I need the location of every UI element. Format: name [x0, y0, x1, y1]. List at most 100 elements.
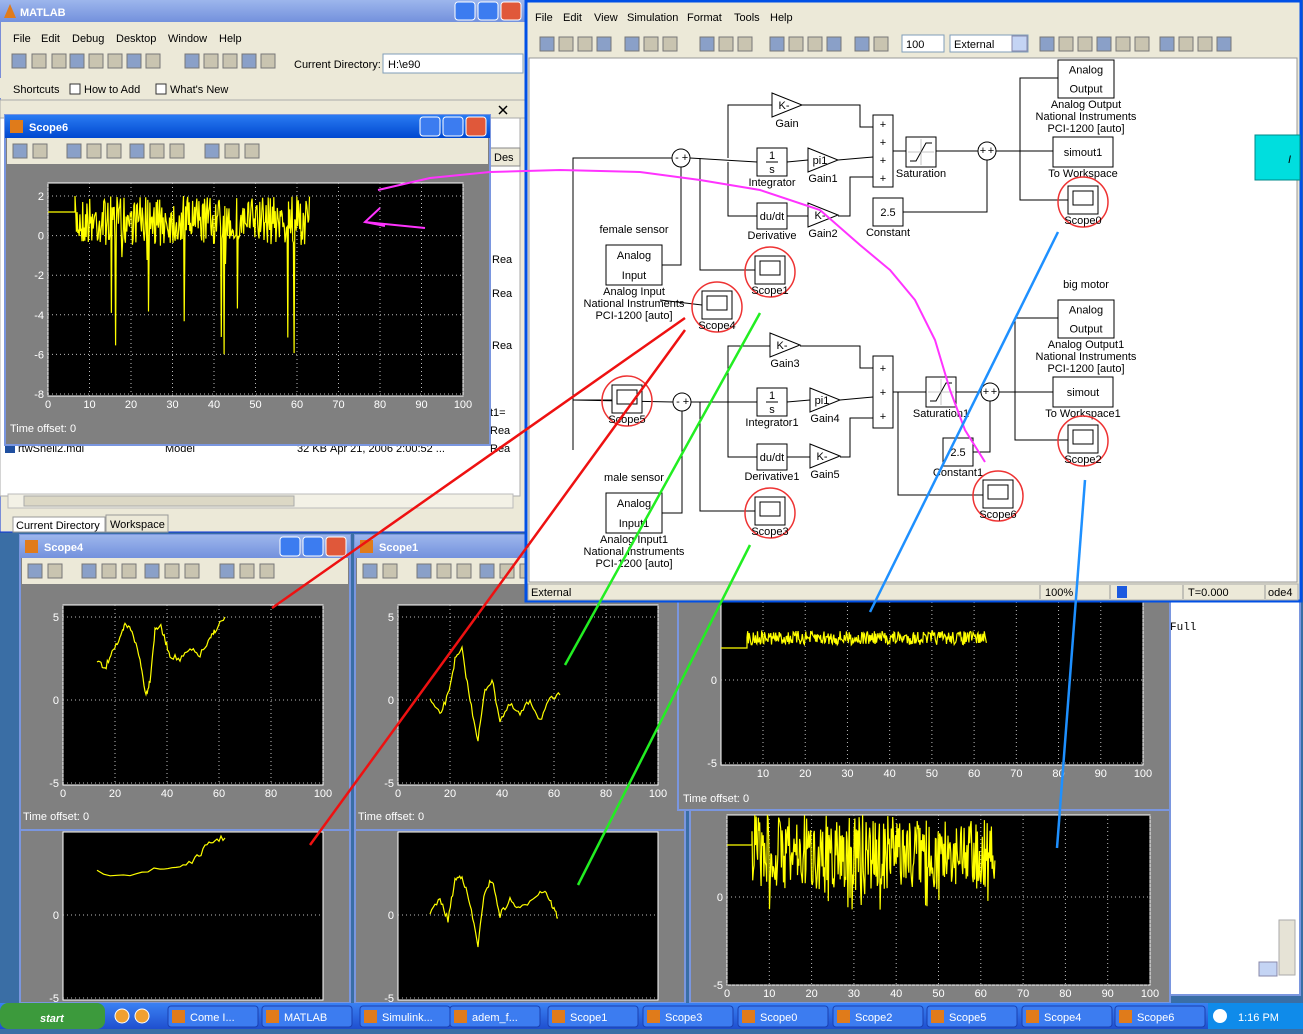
window-button[interactable] — [279, 536, 301, 557]
menu-item[interactable]: Edit — [563, 12, 582, 24]
app-icon — [1119, 1010, 1132, 1023]
taskbar-label[interactable]: MATLAB — [284, 1012, 327, 1024]
time-offset-label: Time offset: — [10, 423, 67, 435]
quick-launch[interactable] — [134, 1008, 150, 1024]
window-button[interactable] — [442, 116, 464, 137]
taskbar-label[interactable]: Scope0 — [760, 1012, 797, 1024]
y-tick-label: -4 — [34, 310, 44, 322]
menu-item[interactable]: Help — [219, 33, 242, 45]
window-button[interactable] — [477, 1, 499, 21]
toolbar-icon — [27, 563, 43, 579]
start-button[interactable] — [0, 1003, 105, 1029]
taskbar-label[interactable]: Come I... — [190, 1012, 235, 1024]
window-button[interactable] — [465, 116, 487, 137]
taskbar-button[interactable] — [261, 1005, 353, 1028]
start-label[interactable]: start — [40, 1013, 65, 1025]
mode[interactable]: External — [954, 39, 994, 51]
block-caption: Scope1 — [751, 285, 788, 297]
block-text: + — [880, 387, 886, 399]
signal-line — [662, 167, 682, 266]
window-button[interactable] — [325, 536, 347, 557]
taskbar-label[interactable]: adem_f... — [472, 1012, 518, 1024]
time-offset-label: Time offset: — [358, 811, 415, 823]
close-icon — [498, 105, 508, 115]
sum-block — [980, 382, 1000, 402]
taskbar-label[interactable]: Scope3 — [665, 1012, 702, 1024]
x-tick-label: 40 — [884, 768, 896, 780]
time-offset-label: Time offset: — [23, 811, 80, 823]
directory-value[interactable]: H:\e90 — [388, 59, 420, 71]
window-button[interactable] — [419, 116, 441, 137]
taskbar-button[interactable] — [1021, 1005, 1113, 1028]
window-button[interactable] — [454, 1, 476, 21]
taskbar-button[interactable] — [449, 1005, 541, 1028]
x-tick-label: 100 — [1134, 768, 1152, 780]
taskbar-button[interactable] — [832, 1005, 924, 1028]
y-tick-label: -5 — [49, 778, 59, 790]
tab-label[interactable]: Workspace — [110, 519, 165, 531]
quick-launch[interactable] — [114, 1008, 130, 1024]
taskbar-button[interactable] — [642, 1005, 734, 1028]
block-text: simout — [1067, 387, 1099, 399]
app-icon — [552, 1010, 565, 1023]
toolbar-icon — [259, 563, 275, 579]
menu-item[interactable]: File — [13, 33, 31, 45]
taskbar-button[interactable] — [167, 1005, 259, 1028]
taskbar-label[interactable]: Scope6 — [1137, 1012, 1174, 1024]
menu-item[interactable]: Debug — [72, 33, 104, 45]
window-button[interactable] — [500, 1, 522, 21]
status-bar — [527, 583, 1299, 601]
cell-text: t1= — [490, 407, 506, 419]
y-tick-label: 0 — [711, 675, 717, 687]
toolbar-icon — [362, 563, 378, 579]
x-tick-label: 0 — [45, 399, 51, 411]
toolbar-icon — [184, 53, 200, 69]
menu-item[interactable]: Simulation — [627, 12, 678, 24]
menu-item[interactable]: Edit — [41, 33, 60, 45]
block-caption: National Instruments — [584, 298, 685, 310]
taskbar-label[interactable]: Simulink... — [382, 1012, 433, 1024]
toolbar-icon — [184, 563, 200, 579]
sum-block — [671, 148, 691, 168]
taskbar-button[interactable] — [737, 1005, 829, 1028]
taskbar-label[interactable]: Scope4 — [1044, 1012, 1081, 1024]
tab-label[interactable]: Current Directory — [16, 520, 100, 532]
shortcut[interactable]: How to Add — [84, 84, 140, 96]
annotation-stroke — [362, 207, 386, 227]
toolbar-icon — [1197, 36, 1213, 52]
stop-time[interactable]: 100 — [906, 39, 924, 51]
taskbar-label[interactable]: Scope1 — [570, 1012, 607, 1024]
menu-item[interactable]: Help — [770, 12, 793, 24]
dropdown-button — [1011, 35, 1028, 52]
app-icon — [454, 1010, 467, 1023]
menu-item[interactable]: Window — [168, 33, 207, 45]
taskbar-button[interactable] — [547, 1005, 639, 1028]
menu-item[interactable]: Format — [687, 12, 722, 24]
menu-item[interactable]: Desktop — [116, 33, 156, 45]
menu-item[interactable]: Tools — [734, 12, 760, 24]
toolbar-icon — [224, 143, 240, 159]
block-caption: Saturation — [896, 168, 946, 180]
highlight-circle — [1057, 415, 1109, 467]
taskbar-label[interactable]: Scope5 — [949, 1012, 986, 1024]
toolbar-icon — [1039, 36, 1055, 52]
menu-item[interactable]: View — [594, 12, 618, 24]
taskbar-button[interactable] — [926, 1005, 1018, 1028]
shortcut-bar — [0, 78, 525, 98]
x-tick-label: 60 — [975, 988, 987, 1000]
app-icon — [1026, 1010, 1039, 1023]
shortcut[interactable]: What's New — [170, 84, 228, 96]
block-caption: Analog Output1 — [1048, 339, 1124, 351]
shortcut[interactable]: Shortcuts — [13, 84, 60, 96]
window-button[interactable] — [302, 536, 324, 557]
taskbar-button[interactable] — [1114, 1005, 1206, 1028]
x-tick-label: 60 — [968, 768, 980, 780]
block-text: - — [675, 152, 679, 164]
x-tick-label: 80 — [374, 399, 386, 411]
label[interactable]: Des — [494, 152, 514, 164]
taskbar-label[interactable]: Scope2 — [855, 1012, 892, 1024]
menu-item[interactable]: File — [535, 12, 553, 24]
block-glyph — [1072, 429, 1094, 445]
